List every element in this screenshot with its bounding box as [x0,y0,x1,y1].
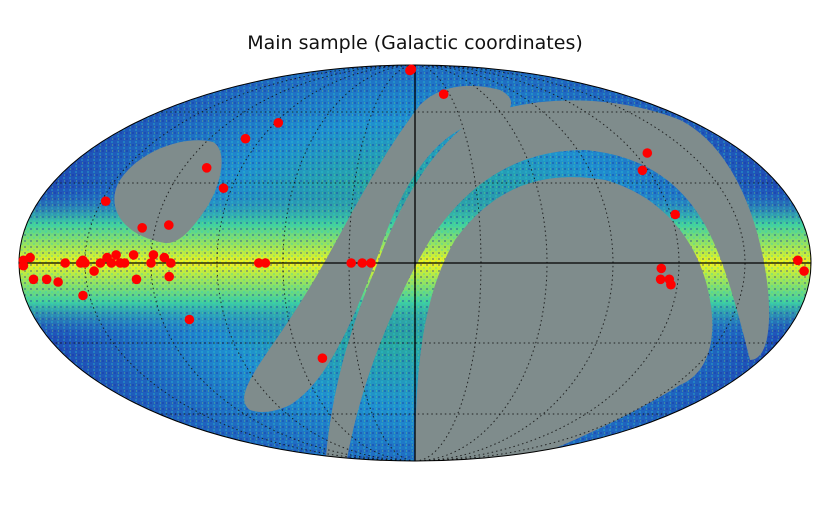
sample-point [159,252,170,263]
sample-point [60,258,70,268]
map-boundary [18,64,812,462]
sample-point [799,266,809,276]
sample-point [366,258,376,268]
sample-point [438,89,449,99]
sample-point [119,258,130,268]
sample-points [18,64,809,364]
mask-southern-lobe [415,177,713,461]
sample-point [78,290,88,301]
sample-point [111,250,121,260]
meridian-line [429,65,614,461]
sample-point [346,258,357,268]
mask-inner-arc [325,100,770,461]
sample-point [18,260,29,271]
sample-point [53,277,63,287]
sample-point [164,220,174,230]
sample-point [656,263,667,274]
sample-point [146,258,156,268]
sample-point [166,258,176,268]
sample-point [642,148,653,158]
sample-point [218,183,229,193]
sample-point [793,255,803,266]
sample-point [128,250,139,260]
meridian-line [419,65,482,461]
sample-point [28,274,39,285]
sample-point [164,271,174,282]
sample-point [80,258,90,268]
sample-point [100,196,111,206]
sample-point [317,353,328,364]
sample-point [240,133,251,144]
sample-point [201,163,212,173]
sample-point [655,274,666,285]
mask-oval-upper-left [114,140,222,244]
meridian-line [84,65,392,461]
sample-point [260,258,271,268]
meridian-line [216,65,401,461]
sample-point [666,279,676,290]
meridian-line [150,65,397,461]
chart-title: Main sample (Galactic coordinates) [247,32,583,54]
mask-arc [244,85,512,413]
sample-point [89,266,99,276]
sample-point [131,274,142,285]
sample-point [25,252,35,263]
sample-point [106,258,117,268]
meridian-line [433,65,680,461]
sample-point [406,64,417,75]
sample-point [273,118,284,128]
sample-point [637,165,648,176]
sample-point [357,258,368,268]
sample-point [41,274,52,285]
sample-point [253,258,264,268]
sample-point [137,223,147,233]
sample-point [184,314,195,325]
meridian-line [348,65,411,461]
sample-point [670,209,680,220]
meridian-line [438,65,746,461]
sample-point [95,258,106,268]
sample-point [148,250,159,260]
masked-region [114,85,770,461]
